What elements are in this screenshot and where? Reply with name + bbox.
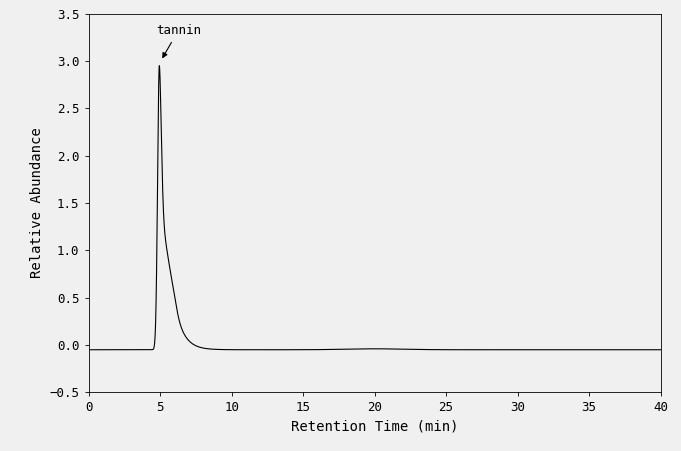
X-axis label: Retention Time (min): Retention Time (min) <box>291 420 458 434</box>
Text: tannin: tannin <box>156 24 201 57</box>
Y-axis label: Relative Abundance: Relative Abundance <box>30 128 44 278</box>
